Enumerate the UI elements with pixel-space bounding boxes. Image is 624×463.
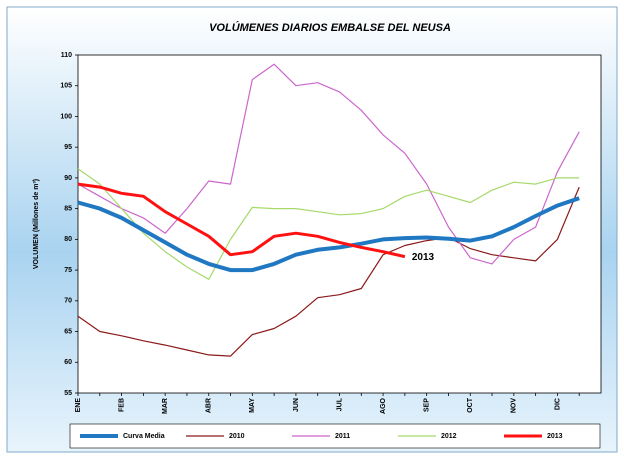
- y-tick-label: 70: [64, 298, 72, 305]
- x-tick-label: ABR: [206, 398, 213, 413]
- y-tick-label: 100: [60, 113, 72, 120]
- x-tick-label: JUN: [293, 398, 300, 412]
- x-tick-label: AGO: [380, 397, 387, 414]
- y-tick-label: 75: [64, 267, 72, 274]
- y-tick-label: 80: [64, 236, 72, 243]
- x-tick-label: SEP: [424, 398, 431, 412]
- legend-label: 2011: [335, 433, 350, 440]
- x-tick-label: FEB: [118, 398, 125, 412]
- x-tick-label: ENE: [75, 398, 82, 413]
- series-line: [77, 196, 580, 273]
- legend-label: 2010: [229, 433, 245, 440]
- y-tick-label: 110: [61, 52, 72, 59]
- y-tick-label: 105: [60, 83, 72, 90]
- y-tick-label: 85: [64, 205, 72, 212]
- x-tick-label: OCT: [467, 397, 474, 413]
- y-tick-label: 60: [64, 359, 72, 366]
- y-tick-label: 55: [64, 390, 72, 397]
- x-tick-label: DIC: [554, 398, 561, 410]
- x-tick-label: NOV: [511, 398, 518, 414]
- series-line: [77, 168, 580, 280]
- chart-title: VOLÚMENES DIARIOS EMBALSE DEL NEUSA: [209, 21, 451, 34]
- x-tick-label: MAR: [162, 398, 169, 414]
- x-tick-label: JUL: [336, 397, 343, 411]
- series-line: [77, 182, 406, 259]
- legend-label: 2012: [441, 433, 457, 440]
- x-tick-label: MAY: [249, 398, 256, 413]
- legend-label: Curva Media: [123, 433, 165, 440]
- y-tick-label: 95: [64, 144, 72, 151]
- annotation: 2013: [412, 252, 435, 263]
- y-tick-label: 90: [64, 175, 72, 182]
- plot-area: [77, 54, 602, 394]
- y-axis-label: VOLUMEN (Millones de m³): [33, 179, 40, 269]
- legend-label: 2013: [547, 433, 563, 440]
- y-tick-label: 65: [64, 328, 72, 335]
- series-line: [77, 186, 580, 357]
- series-line: [77, 63, 580, 265]
